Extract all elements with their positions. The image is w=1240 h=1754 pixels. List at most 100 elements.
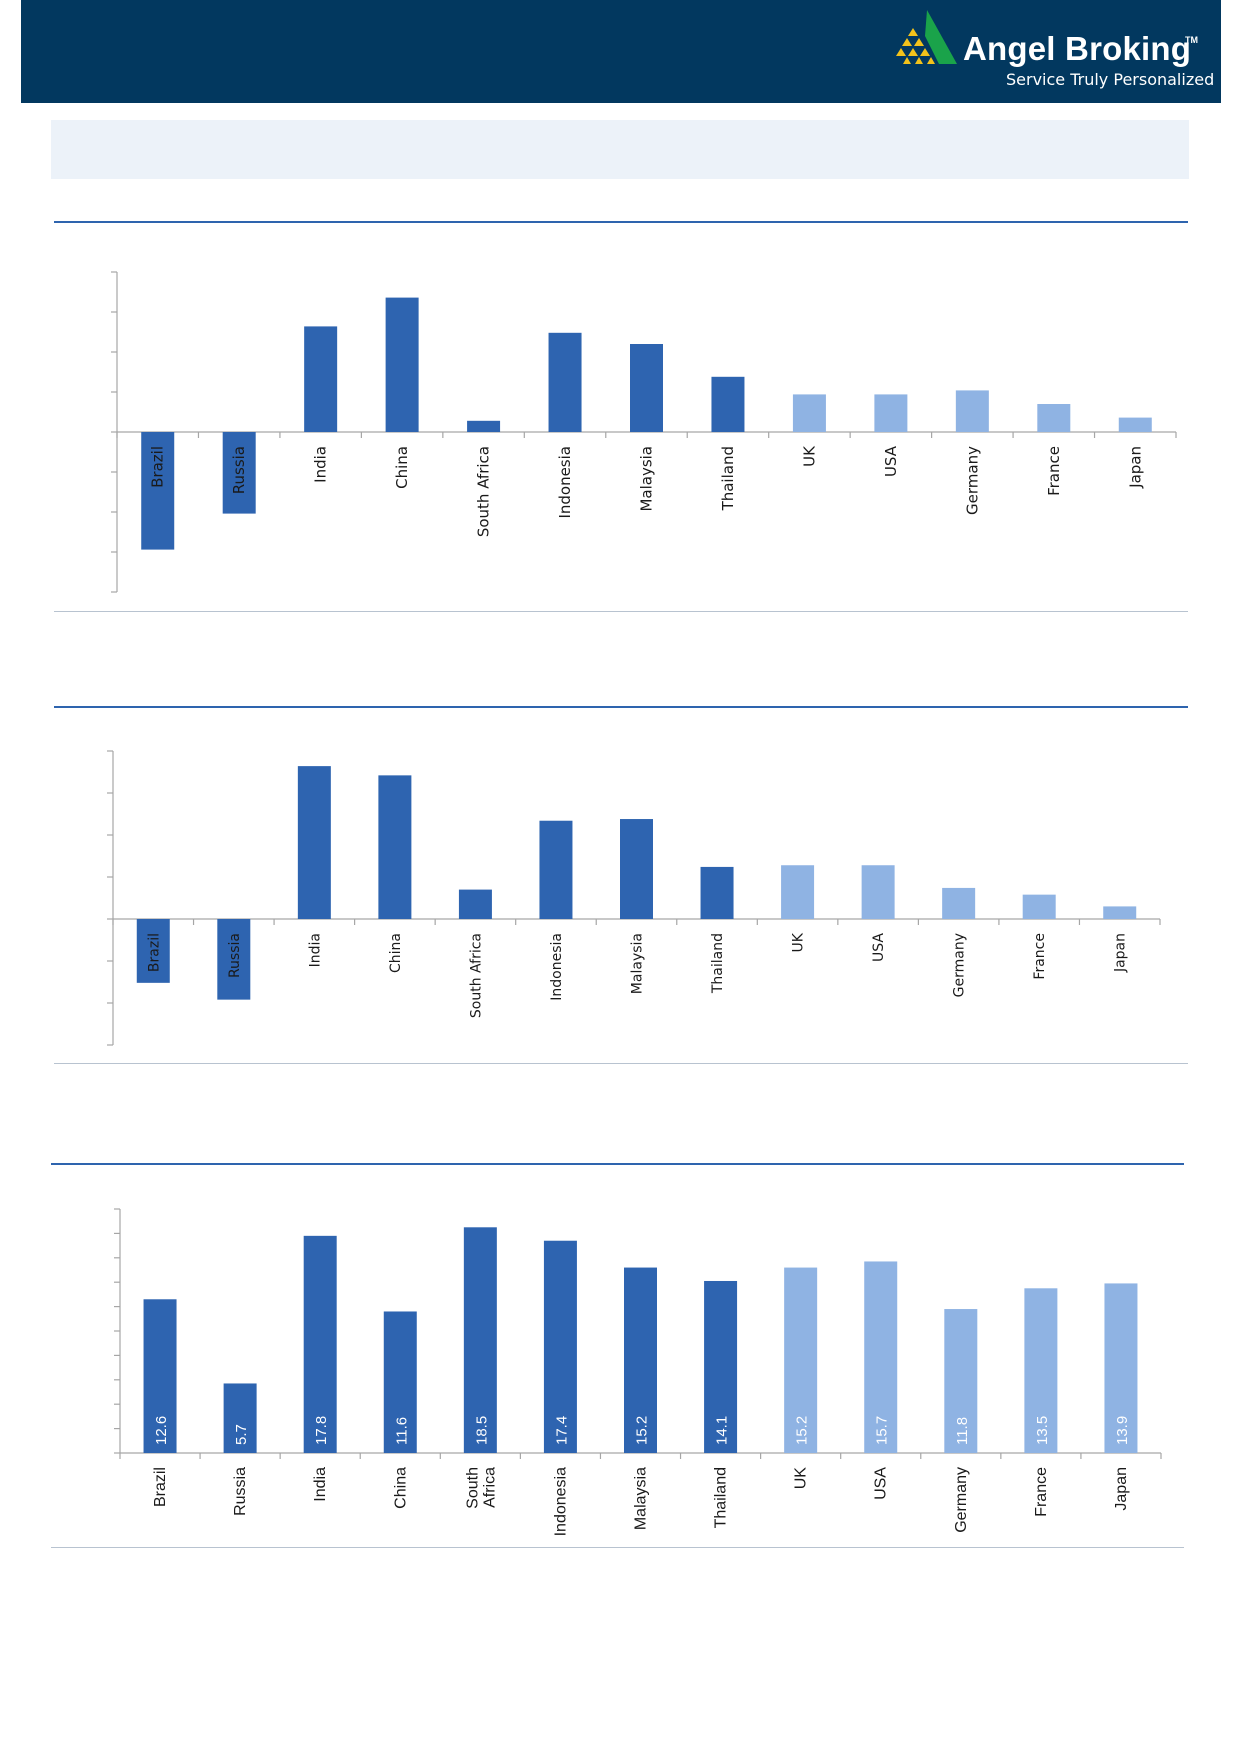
chart-2: Brazil Russia India China South Africa Indone… — [107, 750, 1161, 1046]
bar-russia — [222, 432, 256, 514]
bar-india — [304, 326, 338, 432]
chart1-top-rule — [54, 221, 1188, 223]
category-label: UK — [800, 445, 818, 467]
category-label: UK — [791, 932, 807, 952]
bar-russia — [223, 1383, 257, 1453]
category-label: USA — [873, 1467, 890, 1500]
data-label: 11.8 — [954, 1417, 971, 1445]
category-label: Brazil — [149, 446, 167, 488]
bar-india — [303, 1235, 337, 1453]
data-label: 17.4 — [553, 1416, 570, 1445]
category-label: Indonesia — [552, 1467, 569, 1536]
pyramid-logo-icon — [896, 10, 957, 64]
category-label: France — [1032, 933, 1048, 980]
chart1-bottom-rule — [54, 611, 1188, 612]
bar-malaysia — [630, 344, 663, 432]
category-label: Malaysia — [633, 1467, 650, 1530]
category-label: India — [307, 933, 323, 967]
bar-japan — [1104, 1283, 1138, 1453]
category-label: Brazil — [146, 933, 162, 972]
bar-south-africa — [467, 420, 501, 432]
category-label: Germany — [963, 446, 981, 515]
chart2-bottom-rule — [54, 1063, 1188, 1064]
bar-usa — [861, 865, 895, 919]
bar-south-africa — [463, 1227, 497, 1453]
category-label: USA — [882, 445, 900, 477]
category-label: Malaysia — [638, 446, 656, 512]
bar-china — [385, 297, 419, 432]
bar-germany — [942, 887, 976, 919]
bar-japan — [1118, 417, 1152, 432]
category-label: Thailand — [719, 446, 737, 511]
category-label: France — [1033, 1467, 1050, 1517]
bar-south-africa — [458, 889, 492, 919]
data-label: 18.5 — [473, 1416, 490, 1445]
section-banner — [51, 120, 1189, 179]
bar-thailand — [711, 376, 745, 432]
category-label: Russia — [230, 446, 248, 494]
category-label: Russia — [232, 1467, 249, 1516]
category-label: USA — [871, 933, 887, 962]
category-label-line1: South — [464, 1467, 481, 1509]
bar-brazil — [141, 432, 175, 550]
data-label: 15.7 — [874, 1416, 891, 1445]
brand-name: Angel Broking — [963, 30, 1192, 67]
category-label: Japan — [1126, 446, 1144, 489]
category-label: Thailand — [713, 1467, 730, 1528]
category-label: China — [388, 933, 404, 973]
bar-japan — [1103, 906, 1137, 919]
category-label: France — [1045, 446, 1063, 496]
category-label: India — [312, 446, 330, 483]
category-label: South Africa — [468, 933, 484, 1018]
chart2-top-rule — [54, 706, 1188, 708]
bar-thailand — [700, 866, 734, 919]
bar-usa — [864, 1261, 898, 1453]
bar-germany — [944, 1309, 978, 1453]
bar-uk — [784, 1267, 818, 1453]
data-label: 13.5 — [1034, 1416, 1051, 1445]
bar-china — [383, 1311, 417, 1453]
category-label: UK — [793, 1467, 810, 1490]
trademark-mark: TM — [1185, 35, 1198, 45]
category-label: Germany — [952, 933, 968, 997]
category-label: India — [312, 1467, 329, 1502]
data-label: 15.2 — [794, 1416, 811, 1445]
category-label: Japan — [1113, 1467, 1130, 1511]
chart3-bottom-rule — [51, 1547, 1184, 1548]
brand-tagline: Service Truly Personalized — [1006, 70, 1215, 89]
data-label: 15.2 — [634, 1416, 651, 1445]
category-label-line2: Africa — [481, 1467, 498, 1508]
category-label: China — [393, 446, 411, 489]
chart3-top-rule — [51, 1163, 1184, 1165]
bar-indonesia — [543, 1240, 577, 1453]
bar-france — [1022, 894, 1056, 919]
bar-brazil — [136, 919, 170, 983]
data-label: 12.6 — [153, 1416, 170, 1445]
data-label: 17.8 — [313, 1416, 330, 1445]
category-label: Malaysia — [630, 933, 646, 994]
page-header: Angel Broking TM Service Truly Personali… — [21, 0, 1221, 103]
bar-uk — [781, 865, 815, 919]
bar-china — [378, 775, 412, 919]
category-label: Thailand — [710, 933, 726, 994]
category-label: South Africa — [475, 446, 493, 537]
bar-indonesia — [548, 332, 582, 432]
category-label: Russia — [227, 933, 243, 978]
bar-france — [1024, 1288, 1058, 1453]
category-label: Japan — [1113, 933, 1129, 973]
data-label: 13.9 — [1114, 1416, 1131, 1445]
chart-1: Brazil Russia India China South Africa Indone… — [111, 271, 1177, 593]
bar-malaysia — [624, 1267, 657, 1453]
bar-uk — [792, 394, 826, 432]
data-label: 5.7 — [233, 1424, 250, 1445]
data-label: 11.6 — [393, 1417, 410, 1445]
chart-3: Brazil 12.6 Russia 5.7 India 17.8 China 11.6 Sou… — [114, 1208, 1162, 1536]
bar-india — [297, 766, 331, 919]
bar-germany — [955, 390, 989, 432]
bar-brazil — [143, 1299, 177, 1453]
bar-usa — [874, 394, 908, 432]
category-label: Indonesia — [549, 933, 565, 1001]
category-label: Indonesia — [556, 446, 574, 519]
brand-logo: Angel Broking TM Service Truly Personali… — [895, 10, 1214, 90]
bar-malaysia — [620, 819, 653, 919]
